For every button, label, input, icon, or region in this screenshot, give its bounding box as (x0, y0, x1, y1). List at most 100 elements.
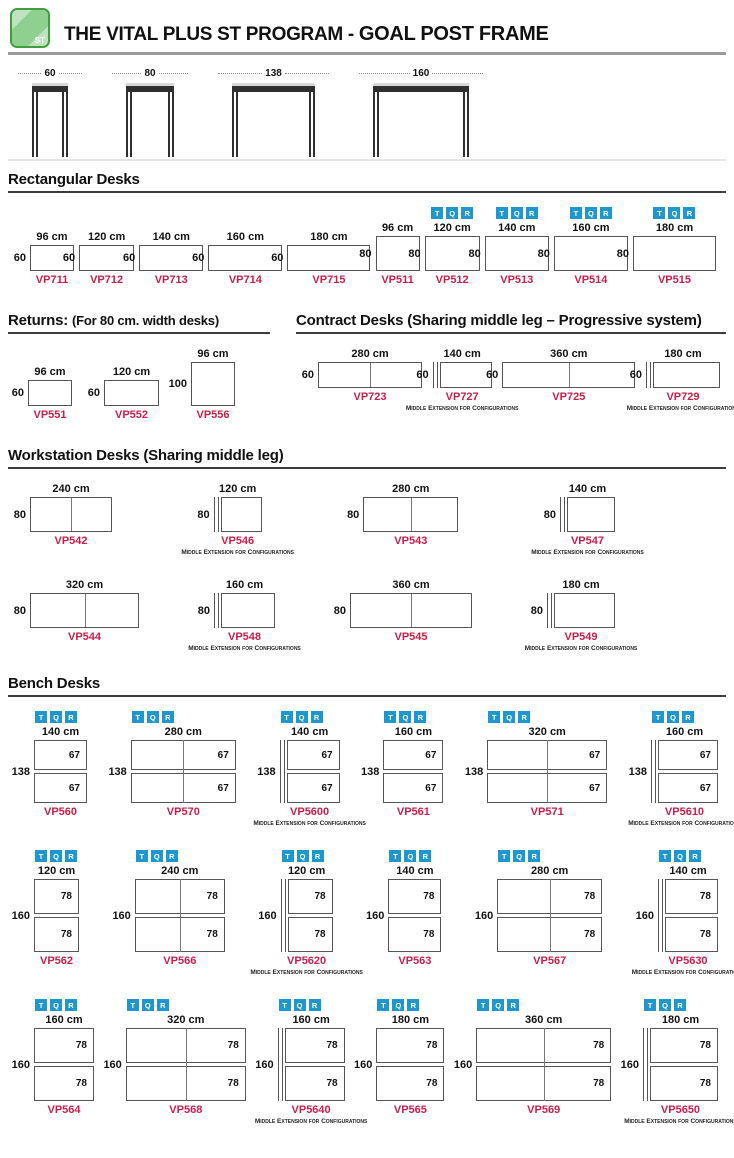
returns-contract-columns: Returns: (For 80 cm. width desks) 96 cm 6… (8, 302, 734, 437)
desk-width-label: 180 cm (664, 348, 702, 360)
desk-top-outline: 78 78 (497, 879, 603, 952)
desk-width-label: 160 cm (45, 1014, 83, 1026)
desk-width-label: 96 cm (34, 366, 66, 378)
page-title: THE VITAL PLUS ST PROGRAM - GOAL POST FR… (64, 23, 549, 46)
desk-depth-label: 160 (366, 909, 385, 922)
tqr-badge-q-icon: Q (673, 850, 686, 862)
tqr-badge-q-icon: Q (513, 850, 526, 862)
frame-top-beam (232, 83, 315, 92)
product-code: VP713 (154, 274, 188, 286)
desk-half: 78 (664, 879, 718, 914)
half-depth-label: 78 (326, 1078, 338, 1089)
goal-post-frame (32, 83, 68, 157)
desk-VP513: T Q R 140 cm 80 VP513 (469, 207, 549, 286)
tqr-badge-q-icon: Q (492, 999, 505, 1011)
product-code: VP715 (312, 274, 346, 286)
desk-body: 80 (14, 593, 139, 628)
product-code: VP563 (398, 955, 432, 967)
half-depth-label: 78 (206, 929, 218, 940)
desk-top-outline (652, 362, 720, 388)
tqr-badge-t-icon: T (377, 999, 390, 1011)
desk-half: 67 (383, 773, 444, 803)
middle-extension-bar (432, 362, 438, 388)
desk-body: 80 (544, 497, 615, 532)
desk-top-outline (287, 245, 371, 271)
desk-depth-label: 80 (197, 604, 210, 617)
tqr-badge-r-icon: R (681, 711, 694, 723)
middle-leg-divider (370, 363, 371, 387)
tqr-badge-t-icon: T (658, 850, 671, 862)
half-depth-label: 67 (699, 782, 711, 794)
desk-top-outline (191, 362, 235, 406)
desk-VP727: 140 cm 60 VP727 Middle Extension for Config… (406, 348, 519, 412)
product-code: VP569 (527, 1104, 561, 1116)
desk-body: 138 67 67 (465, 740, 608, 803)
desk-body: 160 78 78 (366, 879, 442, 952)
desk-VP568: T Q R 320 cm 160 78 78 VP568 (103, 999, 246, 1116)
tqr-badge-r-icon: R (311, 850, 324, 862)
tqr-badge-t-icon: T (643, 999, 656, 1011)
desk-top-outline (28, 380, 72, 406)
frame-width-value: 160 (412, 67, 430, 79)
desk-VP570: T Q R 280 cm 138 67 67 VP570 (108, 711, 236, 818)
tqr-badge-r-icon: R (518, 711, 531, 723)
goal-post-frame (373, 83, 469, 157)
frame-profile-138: 138 (218, 67, 329, 157)
desk-depth-label: 160 (474, 909, 494, 922)
desk-VP548: 160 cm 80 VP548 Middle Extension for Config… (188, 579, 301, 652)
frame-width-value: 60 (44, 67, 56, 79)
desk-VP571: T Q R 320 cm 138 67 67 VP571 (465, 711, 608, 818)
desk-depth-label: 60 (122, 252, 136, 264)
desk-top-outline (566, 497, 615, 532)
desk-VP549: 180 cm 80 VP549 Middle Extension for Config… (525, 579, 638, 652)
desk-depth-label: 80 (333, 604, 346, 617)
desk-top-outline: 67 67 (130, 740, 236, 803)
desk-body: 138 67 67 (257, 740, 340, 803)
product-code: VP549 (564, 631, 598, 643)
tqr-badge-r-icon: R (419, 850, 432, 862)
rectangular-desks-title: Rectangular Desks (8, 171, 726, 193)
half-depth-label: 67 (425, 749, 437, 761)
desk-top-outline: 78 78 (376, 1028, 445, 1101)
dimension-dots (158, 72, 188, 74)
frame-right-leg (62, 92, 68, 157)
tqr-badge-r-icon: R (65, 999, 77, 1011)
frame-top-beam (32, 83, 68, 92)
desk-depth-label: 160 (620, 1058, 639, 1071)
product-code: VP552 (114, 409, 149, 421)
middle-extension-note: Middle Extension for Configurations (631, 969, 734, 976)
desk-half: 67 (383, 740, 444, 770)
desk-half: 78 (376, 1028, 445, 1063)
desk-depth-label: 160 (11, 1058, 30, 1071)
desk-width-label: 280 cm (351, 348, 389, 360)
middle-extension-note: Middle Extension for Configurations (253, 820, 366, 827)
header-divider (8, 52, 726, 55)
desk-depth-label: 60 (301, 369, 314, 381)
middle-extension-bar (280, 879, 286, 952)
desk-VP563: T Q R 140 cm 160 78 78 VP563 (366, 850, 442, 967)
half-depth-label: 67 (217, 782, 229, 794)
product-code: VP548 (227, 631, 262, 643)
product-code: VP729 (666, 391, 700, 403)
desk-body: 60 (63, 245, 135, 271)
middle-extension-bar (214, 593, 219, 628)
desk-VP545: 360 cm 80 VP545 (334, 579, 472, 643)
tqr-badge-q-icon: Q (503, 711, 516, 723)
desk-VP5650: T Q R 180 cm 160 78 78 VP5650 Middle Extension f… (621, 999, 734, 1125)
frame-left-leg (373, 92, 379, 157)
desk-half: 78 (649, 1066, 718, 1101)
desk-body: 60 (302, 362, 422, 388)
desk-VP551: 96 cm 60 VP551 (12, 366, 72, 421)
desk-depth-label: 138 (628, 765, 647, 778)
desk-body: 80 (14, 497, 112, 532)
desk-depth-label: 60 (629, 369, 642, 381)
tqr-badge-t-icon: T (653, 207, 666, 219)
desk-body: 160 78 78 (103, 1028, 246, 1101)
desk-VP542: 240 cm 80 VP542 (14, 483, 112, 547)
desk-body: 160 78 78 (475, 879, 603, 952)
product-code: VP5620 (287, 955, 327, 967)
frame-width-value: 138 (265, 67, 282, 79)
